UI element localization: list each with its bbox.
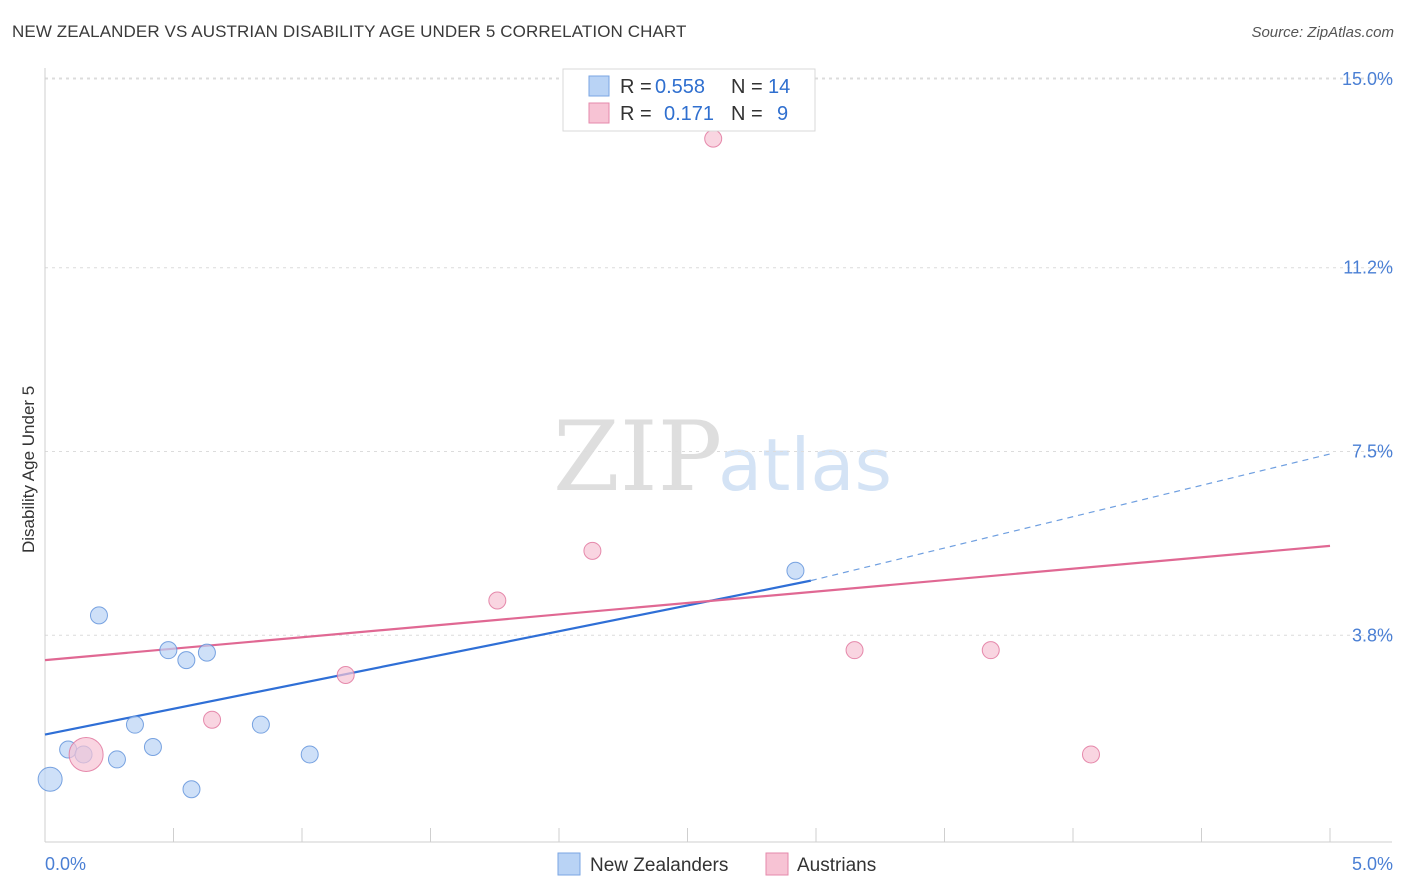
point-0-6 (143, 738, 162, 757)
bottom-legend-swatch-new-zealanders (557, 852, 581, 876)
watermark-atlas: atlas (718, 423, 892, 507)
point-1-4 (583, 541, 602, 560)
trend-line-austrians (44, 544, 1331, 662)
grid-lines (45, 77, 1392, 636)
y-tick-label-0: 3.8% (1352, 625, 1393, 645)
y-tick-label-2: 11.2% (1343, 258, 1393, 278)
legend-r-value-1: 0.558 (655, 76, 705, 98)
point-0-0 (37, 766, 63, 792)
point-1-7 (981, 641, 1000, 660)
bottom-legend-new-zealanders: New Zealanders (590, 855, 728, 876)
point-0-11 (251, 715, 270, 734)
bottom-legend-austrians: Austrians (797, 855, 876, 876)
legend-n-value-1: 14 (768, 76, 790, 98)
legend-n-value-2: 9 (777, 103, 788, 125)
chart-title: NEW ZEALANDER VS AUSTRIAN DISABILITY AGE… (12, 22, 687, 41)
legend-swatch-new-zealanders (588, 75, 610, 97)
point-1-5 (704, 129, 723, 148)
axes (44, 68, 1392, 843)
y-tick-label-3: 15.0% (1342, 69, 1393, 89)
watermark-zip: ZIP (553, 401, 722, 513)
tick-labels: 3.8% 7.5% 11.2% 15.0% 0.0% 5.0% (45, 69, 1393, 874)
trend-line-new-zealanders-extension (810, 453, 1331, 582)
legend: R = 0.558 N = 14 R = 0.171 N = 9 (562, 68, 816, 132)
point-0-13 (786, 561, 805, 580)
point-0-7 (159, 641, 178, 660)
trend-lines (44, 453, 1331, 736)
legend-n-label-1: N = (731, 76, 763, 98)
legend-r-label-1: R = (620, 76, 652, 98)
point-0-4 (89, 606, 108, 625)
legend-swatch-austrians (588, 102, 610, 124)
point-1-2 (336, 666, 355, 684)
legend-r-value-2: 0.171 (664, 103, 714, 125)
data-points (37, 129, 1100, 799)
x-tick-label-0: 0.0% (45, 854, 86, 874)
point-1-0 (68, 736, 104, 772)
trend-line-new-zealanders (44, 579, 812, 736)
point-1-1 (203, 710, 222, 729)
point-0-9 (182, 780, 201, 799)
bottom-legend: New Zealanders Austrians (557, 852, 876, 876)
point-0-3 (107, 750, 126, 769)
legend-r-label-2: R = (620, 103, 652, 125)
point-1-6 (845, 641, 864, 660)
point-1-3 (488, 591, 507, 610)
bottom-legend-swatch-austrians (765, 852, 789, 876)
y-axis-label: Disability Age Under 5 (19, 386, 38, 553)
source-credit: Source: ZipAtlas.com (1251, 24, 1394, 41)
point-0-10 (197, 643, 216, 662)
y-tick-label-1: 7.5% (1352, 442, 1393, 462)
point-0-5 (125, 715, 144, 734)
legend-n-label-2: N = (731, 103, 763, 125)
x-tick-label-1: 5.0% (1352, 854, 1393, 874)
point-1-8 (1081, 745, 1100, 764)
point-0-12 (300, 745, 319, 764)
point-0-8 (177, 651, 196, 670)
